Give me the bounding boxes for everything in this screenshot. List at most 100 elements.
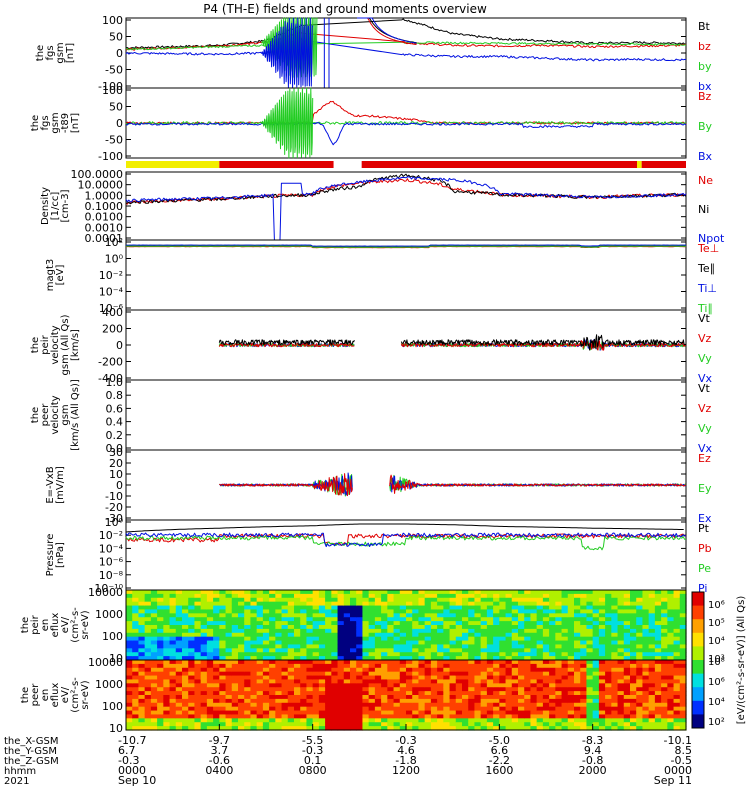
spectrogram-cell	[157, 628, 164, 634]
spectrogram-cell	[219, 621, 227, 626]
spectrogram-cell	[188, 632, 196, 638]
spectrogram-cell	[443, 621, 451, 626]
spectrogram-cell	[424, 679, 432, 684]
spectrogram-cell	[480, 590, 488, 595]
spectrogram-cell	[281, 710, 289, 716]
spectrogram-cell	[393, 656, 401, 661]
spectrogram-cell	[356, 675, 364, 681]
spectrogram-cell	[188, 648, 196, 653]
spectrogram-cell	[368, 628, 376, 634]
spectrogram-cell	[449, 675, 457, 681]
spectrogram-cell	[194, 660, 202, 665]
spectrogram-cell	[623, 667, 631, 673]
spectrogram-cell	[549, 679, 556, 684]
spectrogram-cell	[642, 714, 650, 719]
spectrogram-cell	[356, 644, 364, 649]
spectrogram-cell	[418, 702, 426, 708]
spectrogram-cell	[474, 617, 482, 622]
spectrogram-cell	[648, 656, 656, 661]
spectrogram-cell	[337, 609, 345, 614]
spectrogram-cell	[636, 628, 644, 634]
spectrogram-cell	[667, 671, 675, 677]
spectrogram-cell	[256, 609, 264, 614]
spectrogram-cell	[163, 706, 171, 712]
spectrogram-cell	[474, 656, 482, 661]
spectrogram-cell	[256, 671, 264, 677]
spectrogram-cell	[275, 675, 283, 681]
spectrogram-cell	[281, 648, 289, 653]
spectrogram-cell	[219, 617, 227, 622]
spectrogram-cell	[524, 628, 532, 634]
spectrogram-cell	[673, 663, 681, 669]
spectrogram-cell	[275, 695, 283, 700]
spectrogram-cell	[561, 625, 569, 630]
spectrogram-cell	[474, 702, 482, 708]
spectrogram-cell	[381, 590, 388, 595]
spectrogram-cell	[673, 691, 681, 696]
spectrogram-cell	[306, 601, 314, 607]
spectrogram-cell	[169, 691, 177, 696]
spectrogram-cell	[623, 625, 631, 630]
spectrogram-cell	[343, 613, 351, 618]
spectrogram-cell	[362, 613, 370, 618]
spectrogram-cell	[611, 644, 619, 649]
spectrogram-cell	[567, 636, 575, 642]
spectrogram-cell	[343, 648, 351, 653]
spectrogram-cell	[325, 597, 332, 603]
spectrogram-cell	[244, 636, 252, 642]
spectrogram-cell	[561, 636, 569, 642]
spectrogram-cell	[499, 683, 507, 688]
decay-bx	[357, 17, 417, 44]
spectrogram-cell	[250, 718, 258, 723]
spectrogram-cell	[654, 683, 662, 688]
spectrogram-cell	[368, 660, 376, 665]
spectrogram-cell	[449, 726, 457, 731]
spectrogram-cell	[468, 710, 476, 716]
spectrogram-cell	[200, 667, 208, 673]
spectrogram-cell	[306, 609, 314, 614]
spectrogram-cell	[300, 675, 308, 681]
spectrogram-cell	[206, 593, 214, 599]
spectrogram-cell	[182, 660, 189, 665]
spectrogram-cell	[455, 691, 463, 696]
spectrogram-cell	[648, 683, 656, 688]
spectrogram-cell	[194, 667, 202, 673]
spectrogram-cell	[574, 656, 581, 661]
spectrogram-cell	[611, 679, 619, 684]
spectrogram-cell	[200, 621, 208, 626]
spectrogram-cell	[505, 714, 513, 719]
spectrogram-cell	[163, 675, 171, 681]
spectrogram-cell	[206, 613, 214, 618]
spectrogram-cell	[661, 613, 668, 618]
spectrogram-cell	[362, 663, 370, 669]
spectrogram-cell	[430, 652, 438, 657]
spectrogram-cell	[542, 628, 550, 634]
spectrogram-cell	[144, 644, 152, 649]
spectrogram-cell	[412, 675, 420, 681]
x-tick-label: -5.0	[489, 734, 510, 747]
spectrogram-cell	[642, 691, 650, 696]
spectrogram-cell	[126, 722, 133, 727]
series-Pi	[125, 532, 687, 548]
spectrogram-cell	[574, 706, 581, 712]
spectrogram-cell	[499, 710, 507, 716]
spectrogram-cell	[206, 726, 214, 731]
spectrogram-cell	[542, 648, 550, 653]
spectrogram-cell	[138, 706, 146, 712]
spectrogram-cell	[126, 710, 133, 716]
spectrogram-cell	[356, 667, 364, 673]
spectrogram-cell	[518, 644, 525, 649]
spectrogram-cell	[549, 640, 556, 646]
spectrogram-cell	[617, 617, 625, 622]
spectrogram-cell	[157, 636, 164, 642]
spectrogram-cell	[474, 691, 482, 696]
spectrogram-cell	[462, 687, 469, 692]
spectrogram-cell	[343, 625, 351, 630]
spectrogram-cell	[468, 706, 476, 712]
spectrogram-cell	[368, 632, 376, 638]
spectrogram-cell	[362, 621, 370, 626]
spectrogram-cell	[661, 718, 668, 723]
spectrogram-cell	[337, 667, 345, 673]
spectrogram-cell	[518, 628, 525, 634]
spectrogram-cell	[679, 671, 687, 677]
